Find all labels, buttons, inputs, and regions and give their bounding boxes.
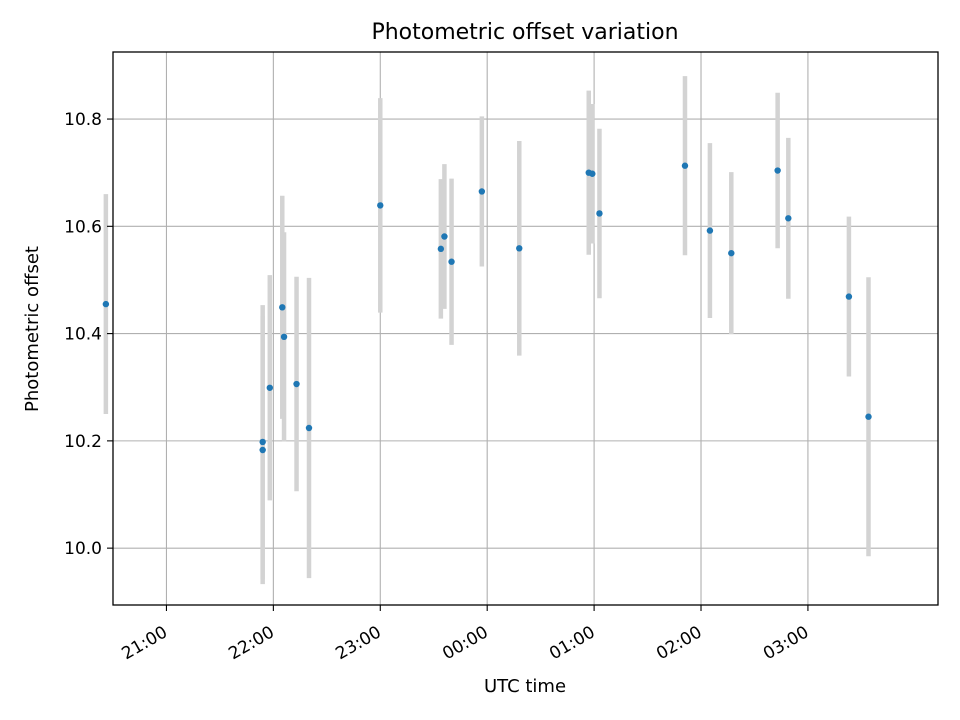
data-point bbox=[437, 245, 445, 253]
chart-title: Photometric offset variation bbox=[371, 20, 678, 45]
y-tick-label: 10.0 bbox=[64, 539, 102, 559]
y-axis-label: Photometric offset bbox=[22, 246, 43, 412]
y-axis-ticks: 10.0 10.2 10.4 10.6 10.8 bbox=[64, 110, 113, 559]
data-point bbox=[259, 446, 266, 454]
data-point bbox=[448, 258, 455, 265]
data-point bbox=[845, 293, 853, 300]
data-point bbox=[102, 300, 110, 308]
data-point bbox=[589, 170, 596, 177]
data-point bbox=[441, 233, 448, 240]
data-point bbox=[706, 227, 714, 234]
plot-frame bbox=[112, 51, 939, 606]
y-tick-label: 10.8 bbox=[64, 110, 102, 130]
data-point bbox=[293, 380, 300, 388]
y-tick-label: 10.4 bbox=[64, 325, 102, 345]
x-axis-label: UTC time bbox=[484, 676, 566, 697]
data-point bbox=[681, 162, 689, 169]
data-point bbox=[865, 413, 872, 420]
data-points bbox=[102, 162, 872, 454]
y-tick-label: 10.2 bbox=[64, 432, 102, 452]
data-point bbox=[259, 438, 266, 446]
data-point bbox=[785, 215, 792, 222]
data-point bbox=[516, 245, 523, 252]
data-point bbox=[305, 424, 313, 432]
data-point bbox=[728, 249, 735, 257]
data-point bbox=[774, 167, 781, 174]
data-point bbox=[596, 210, 603, 217]
y-tick-label: 10.6 bbox=[64, 217, 102, 237]
data-point bbox=[266, 384, 274, 391]
data-point bbox=[377, 202, 384, 209]
data-point bbox=[280, 333, 288, 341]
data-point bbox=[478, 188, 486, 195]
data-point bbox=[279, 304, 286, 311]
